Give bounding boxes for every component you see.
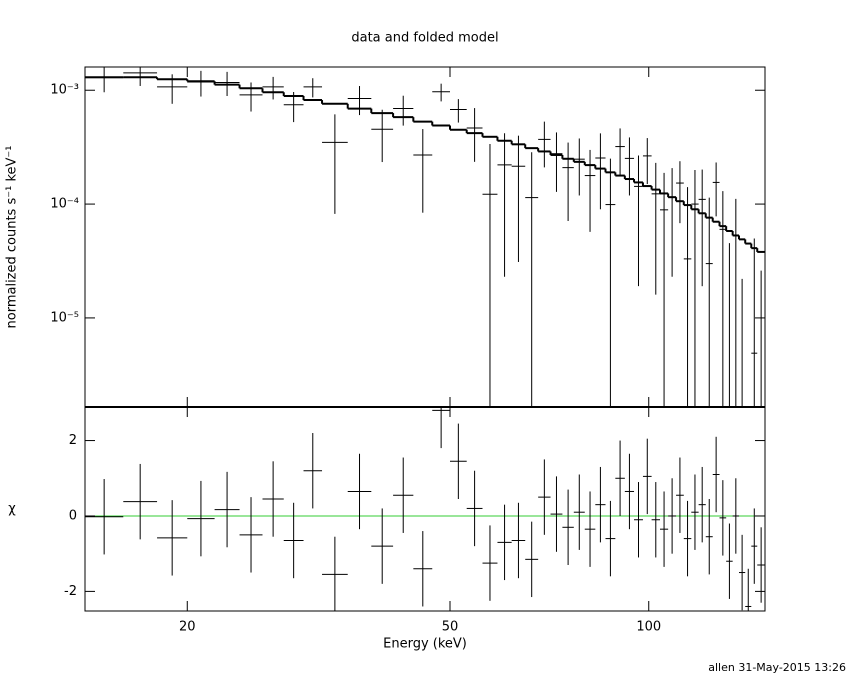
x-tick-label: 100 xyxy=(636,620,661,635)
footer: allen 31-May-2015 13:26 xyxy=(708,661,846,674)
x-tick-label: 50 xyxy=(442,620,459,635)
y-axis-label: χ xyxy=(8,502,16,517)
y-tick-label: -2 xyxy=(64,584,77,599)
y-tick-label: 10⁻⁴ xyxy=(50,197,79,212)
chart-title: data and folded model xyxy=(351,31,498,46)
y-axis-label: normalized counts s⁻¹ keV⁻¹ xyxy=(5,146,20,329)
bottom-frame xyxy=(84,406,766,612)
y-tick-label: 0 xyxy=(69,508,77,523)
top-plot xyxy=(85,67,765,407)
x-axis-label: Energy (keV) xyxy=(383,637,467,652)
bottom-plot xyxy=(85,407,765,611)
y-tick-label: 10⁻³ xyxy=(50,83,79,98)
top-frame xyxy=(84,66,766,408)
y-tick-label: 2 xyxy=(69,433,77,448)
y-tick-label: 10⁻⁵ xyxy=(50,310,79,325)
x-tick-label: 20 xyxy=(179,620,196,635)
